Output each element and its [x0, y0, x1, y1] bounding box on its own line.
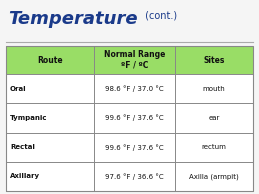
Bar: [6, 133, 253, 162]
Text: Route: Route: [37, 56, 63, 65]
Text: 97.6 °F / 36.6 °C: 97.6 °F / 36.6 °C: [105, 173, 164, 180]
Text: 98.6 °F / 37.0 °C: 98.6 °F / 37.0 °C: [105, 86, 164, 92]
Bar: [6, 162, 253, 191]
Bar: [6, 103, 253, 133]
Text: 99.6 °F / 37.6 °C: 99.6 °F / 37.6 °C: [105, 115, 164, 121]
Bar: [6, 46, 253, 74]
Text: Sites: Sites: [203, 56, 225, 65]
Text: ear: ear: [208, 115, 220, 121]
Text: Oral: Oral: [10, 86, 27, 92]
Text: Temperature: Temperature: [8, 10, 138, 28]
Text: rectum: rectum: [202, 144, 227, 150]
Text: Rectal: Rectal: [10, 144, 35, 150]
Bar: [6, 46, 253, 191]
Text: Axillary: Axillary: [10, 173, 40, 179]
Text: (cont.): (cont.): [142, 10, 177, 20]
Text: Normal Range
ºF / ºC: Normal Range ºF / ºC: [104, 50, 165, 70]
Text: Tympanic: Tympanic: [10, 115, 47, 121]
Text: 99.6 °F / 37.6 °C: 99.6 °F / 37.6 °C: [105, 144, 164, 151]
Bar: [6, 74, 253, 103]
Text: mouth: mouth: [203, 86, 226, 92]
Text: Axilla (armpit): Axilla (armpit): [189, 173, 239, 180]
